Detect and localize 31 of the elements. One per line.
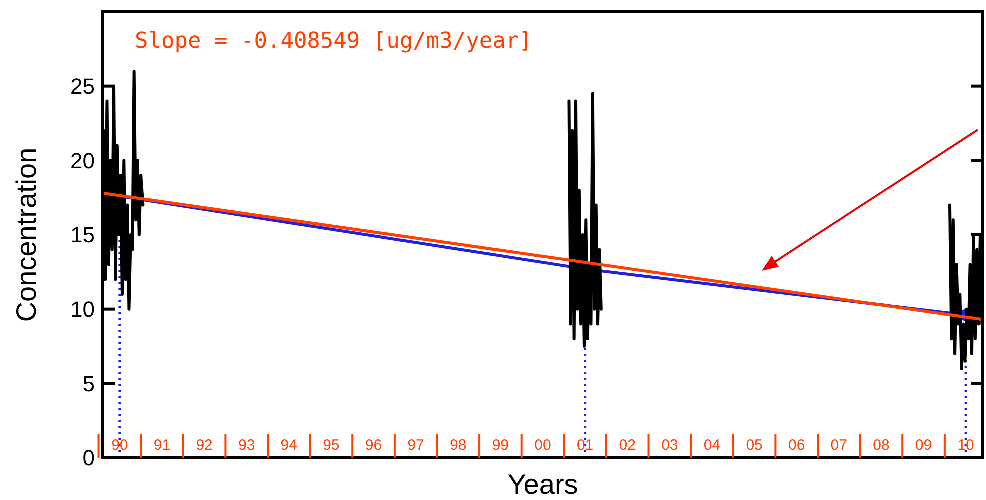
x-tick-label: 97 (408, 437, 424, 454)
x-tick-label: 10 (958, 437, 974, 454)
x-tick-label: 08 (873, 437, 890, 454)
x-axis-title: Years (508, 469, 578, 500)
x-tick-label: 05 (746, 437, 763, 454)
x-tick-label: 09 (915, 437, 932, 454)
annotation: Slope = -0.408549 [ug/m3/year] (135, 29, 532, 54)
x-tick-label: 98 (450, 437, 467, 454)
line-series (568, 92, 603, 348)
y-tick-label: 20 (70, 148, 95, 174)
x-tick-label: 02 (619, 437, 636, 454)
x-tick-label: 90 (112, 437, 128, 454)
x-tick-label: 00 (534, 437, 552, 454)
x-tick-label: 95 (323, 437, 340, 454)
y-tick-label: 25 (70, 74, 95, 100)
x-tick-label: 96 (365, 437, 382, 454)
y-axis-title: Concentration (11, 148, 42, 322)
x-tick-label: 93 (238, 437, 256, 454)
x-tick-label: 94 (280, 437, 298, 454)
x-tick-label: 04 (704, 437, 721, 454)
y-tick-label: 5 (82, 371, 95, 396)
x-tick-label: 01 (576, 437, 594, 454)
x-tick-label: 92 (196, 437, 213, 454)
y-tick-label: 0 (82, 446, 95, 471)
x-tick-label: 03 (662, 437, 678, 454)
x-tick-label: 99 (492, 437, 510, 454)
x-tick-label: 07 (830, 437, 848, 454)
x-tick-label: 91 (154, 437, 171, 454)
x-tick-label: 06 (788, 437, 806, 454)
y-tick-label: 10 (70, 297, 95, 322)
y-tick-label: 15 (70, 222, 95, 248)
